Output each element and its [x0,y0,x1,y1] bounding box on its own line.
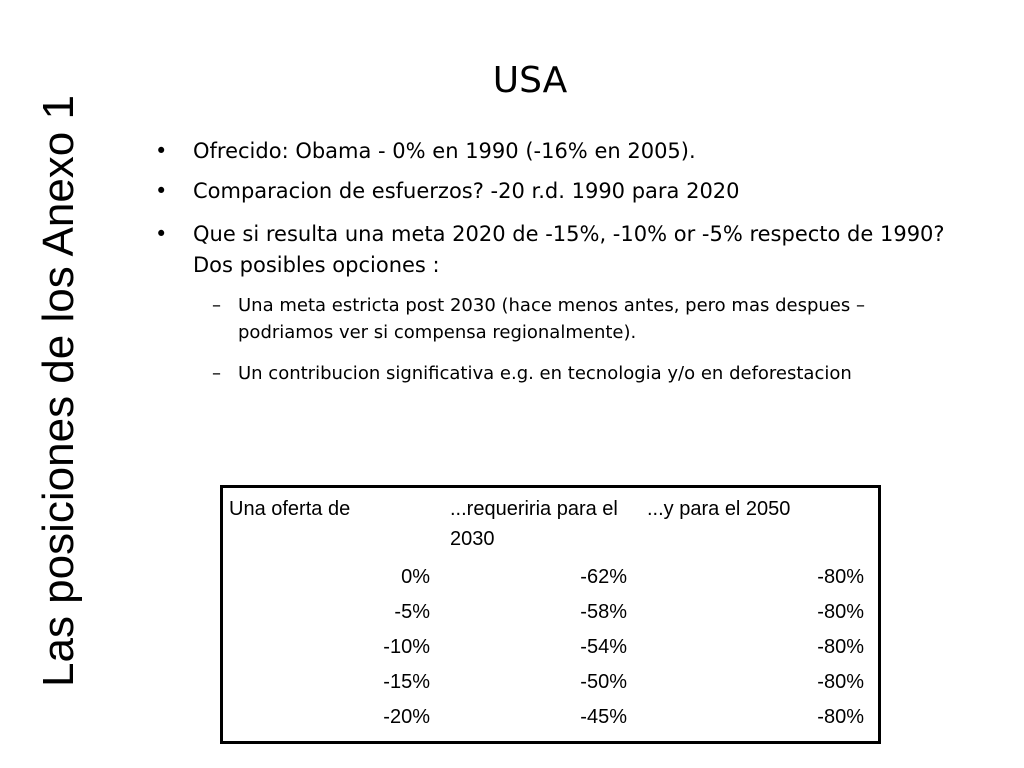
table-row: -5% -58% -80% [223,595,878,630]
table-row: 0% -62% -80% [223,560,878,595]
table-cell: -54% [580,636,627,658]
table-cell: -20% [383,706,430,728]
table-cell: -50% [580,671,627,693]
table-cell: -80% [817,636,864,658]
vertical-side-title: Las posiciones de los Anexo 1 [34,95,83,687]
table-cell: -80% [817,671,864,693]
offers-table-frame: Una oferta de ...requeriria para el 2030… [220,485,881,744]
bullet-item: Ofrecido: Obama - 0% en 1990 (-16% en 20… [155,136,953,167]
column-header-2050: ...y para el 2050 [647,498,791,520]
sub-bullet-item: Un contribucion significativa e.g. en te… [212,360,958,387]
column-header-offer: Una oferta de [229,498,351,520]
table-cell: -62% [580,566,627,588]
bullet-item: Comparacion de esfuerzos? -20 r.d. 1990 … [155,176,953,207]
table-cell: -5% [394,601,430,623]
column-header-2030: ...requeriria para el 2030 [450,498,618,550]
table-cell: -80% [817,706,864,728]
table-cell: -10% [383,636,430,658]
table-cell: -80% [817,601,864,623]
table-cell: -58% [580,601,627,623]
slide-title: USA [492,60,568,101]
table-row: -15% -50% -80% [223,665,878,700]
table-row: -10% -54% -80% [223,630,878,665]
bullet-item: Que si resulta una meta 2020 de -15%, -1… [155,219,953,281]
table-cell: 0% [401,566,430,588]
sub-bullet-item: Una meta estricta post 2030 (hace menos … [212,292,958,346]
table-header-row: Una oferta de ...requeriria para el 2030… [223,488,878,560]
table-row: -20% -45% -80% [223,700,878,735]
table-cell: -45% [580,706,627,728]
offers-table: Una oferta de ...requeriria para el 2030… [223,488,878,735]
table-cell: -15% [383,671,430,693]
table-cell: -80% [817,566,864,588]
